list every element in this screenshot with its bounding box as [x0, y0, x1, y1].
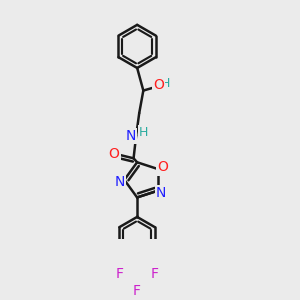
Text: F: F [133, 284, 141, 298]
Text: O: O [158, 160, 168, 175]
Text: H: H [161, 77, 171, 90]
Text: O: O [109, 147, 119, 161]
Text: N: N [125, 129, 136, 143]
Text: H: H [139, 126, 148, 139]
Text: N: N [115, 176, 125, 189]
Text: O: O [153, 78, 164, 92]
Text: F: F [151, 267, 159, 281]
Text: N: N [156, 186, 166, 200]
Text: F: F [115, 267, 123, 281]
